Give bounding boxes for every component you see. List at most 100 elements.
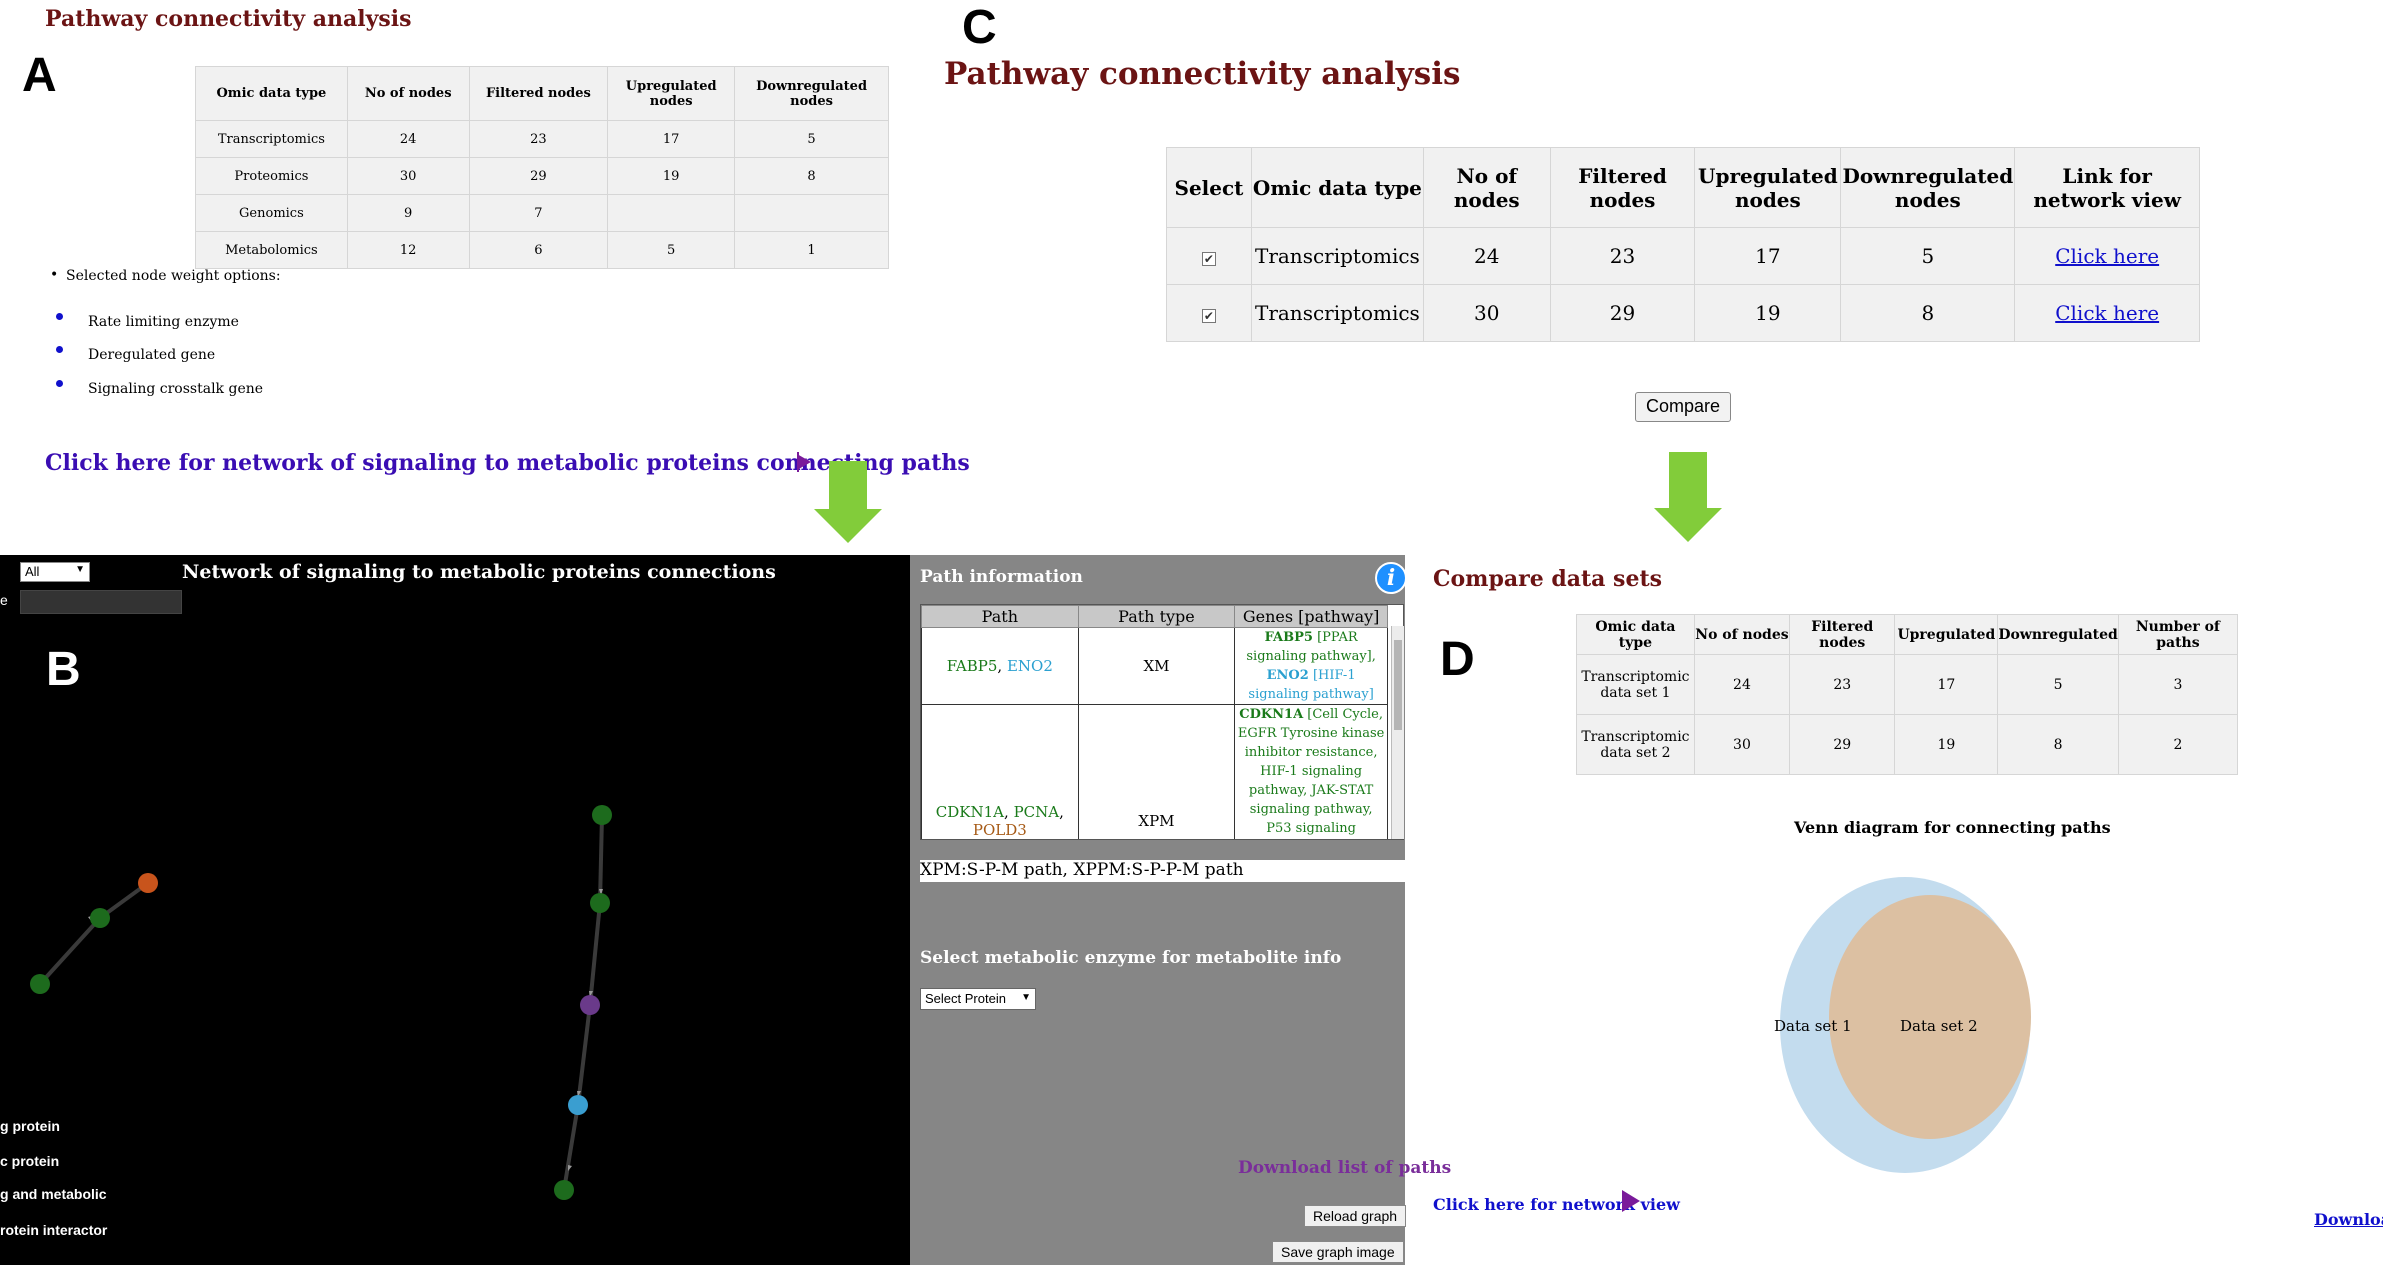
cell: 29 [1549, 284, 1696, 342]
network-graph-svg [30, 805, 612, 1200]
select-enzyme-label: Select metabolic enzyme for metabolite i… [920, 948, 1342, 968]
down-arrow-head-icon [814, 509, 882, 543]
path-type-cell: XM [1077, 627, 1236, 705]
reload-graph-button[interactable]: Reload graph [1304, 1205, 1407, 1227]
download-paths-link[interactable]: Download list of paths [1238, 1158, 1452, 1178]
cell: Metabolomics [195, 231, 348, 269]
panel-letter-d: D [1440, 633, 1475, 686]
col-header: Filtered nodes [468, 66, 609, 121]
gene-name: POLD3 [972, 820, 1027, 839]
node-filter-select[interactable]: All ▼ [20, 562, 90, 582]
cell: Genomics [195, 194, 348, 232]
cell: 19 [607, 157, 736, 195]
table-row[interactable]: FABP5, ENO2 XM FABP5 [PPAR signaling pat… [921, 627, 1388, 705]
cell [734, 194, 889, 232]
search-label: e [0, 592, 8, 608]
gene-name: CDKN1A [1239, 707, 1304, 722]
cell: 24 [1693, 654, 1791, 715]
col-header: Path type [1077, 605, 1236, 628]
graph-edge [598, 814, 604, 904]
network-graph-canvas[interactable] [0, 555, 910, 1265]
venn-label-set-1: Data set 1 [1774, 1017, 1852, 1035]
cell: 9 [346, 194, 470, 232]
path-table: Path Path type Genes [pathway] FABP5, EN… [921, 605, 1388, 839]
col-header: Downregulated nodes [734, 66, 889, 121]
signaling-metabolic-network-link[interactable]: Click here for network of signaling to m… [45, 450, 970, 476]
graph-node[interactable] [90, 908, 110, 928]
graph-node[interactable] [554, 1180, 574, 1200]
graph-edge-arrow-icon [599, 889, 603, 895]
info-icon[interactable]: i [1375, 562, 1407, 594]
path-info-title: Path information [920, 567, 1083, 587]
col-header: No of nodes [1693, 614, 1791, 655]
flag-icon[interactable] [797, 454, 811, 470]
venn-diagram [1780, 877, 2031, 1173]
cell: 8 [1840, 284, 2016, 342]
col-header: Number of paths [2117, 614, 2239, 655]
gene-name: FABP5 [946, 657, 998, 675]
cell: 2 [2117, 714, 2239, 775]
cell: Transcriptomics [1250, 227, 1424, 285]
play-icon[interactable] [1622, 1190, 1640, 1212]
col-header: No of nodes [1422, 147, 1551, 228]
graph-edge [576, 1004, 592, 1106]
row-checkbox[interactable]: ✔ [1201, 309, 1216, 323]
panel-c-title: Pathway connectivity analysis [944, 56, 1461, 92]
gene-name: FABP5 [1264, 630, 1313, 645]
cell: 17 [1694, 227, 1842, 285]
cell: 17 [1894, 654, 1999, 715]
col-header: Genes [pathway] [1234, 605, 1388, 628]
table-row: ✔ Transcriptomics 30 29 19 8 Click here [1166, 284, 2200, 342]
option-item: Signaling crosstalk gene [88, 381, 264, 397]
bullet-icon [56, 380, 63, 387]
down-arrow-icon [829, 461, 867, 509]
table-row: Proteomics 30 29 19 8 [195, 157, 889, 195]
scrollbar-thumb[interactable] [1394, 640, 1402, 730]
compare-button[interactable]: Compare [1635, 392, 1731, 422]
cell: 19 [1894, 714, 1999, 775]
legend-item: rotein interactor [0, 1222, 108, 1238]
graph-node[interactable] [580, 995, 600, 1015]
graph-node[interactable] [568, 1095, 588, 1115]
graph-node[interactable] [30, 974, 50, 994]
cell: 6 [468, 231, 609, 269]
network-view-link[interactable]: Click here [2055, 244, 2160, 268]
table-row: Transcriptomic data set 1 24 23 17 5 3 [1576, 654, 2239, 715]
network-view-link[interactable]: Click here [2055, 301, 2160, 325]
path-table-scrollbar[interactable] [1391, 626, 1404, 839]
cell: Proteomics [195, 157, 348, 195]
graph-edge [562, 1104, 580, 1191]
node-weight-options-heading: Selected node weight options: [50, 267, 281, 284]
cell: 30 [1693, 714, 1791, 775]
col-header: Downregulated [1997, 614, 2119, 655]
panel-d-compare-table: Omic data type No of nodes Filtered node… [1576, 614, 2239, 775]
table-row: ✔ Transcriptomics 24 23 17 5 Click here [1166, 227, 2200, 285]
col-header: Omic data type [1576, 614, 1695, 655]
table-row[interactable]: CDKN1A, PCNA, POLD3 XPM CDKN1A [Cell Cyc… [921, 704, 1388, 839]
graph-search-input[interactable] [20, 590, 182, 614]
col-header: No of nodes [346, 66, 470, 121]
panel-letter-c: C [962, 1, 997, 54]
cell: 29 [1789, 714, 1896, 775]
cell: 24 [1422, 227, 1551, 285]
graph-node[interactable] [138, 873, 158, 893]
path-table-container[interactable]: Path Path type Genes [pathway] FABP5, EN… [920, 604, 1404, 840]
option-item: Deregulated gene [88, 347, 216, 363]
graph-edge [588, 902, 602, 1006]
cell: Transcriptomics [195, 120, 348, 158]
graph-node[interactable] [592, 805, 612, 825]
separator: , [997, 657, 1007, 675]
download-link[interactable]: Download [2314, 1210, 2383, 1229]
select-protein-dropdown[interactable]: Select Protein ▼ [920, 988, 1036, 1010]
graph-node[interactable] [590, 893, 610, 913]
row-checkbox[interactable]: ✔ [1201, 252, 1216, 266]
venn-set-2 [1829, 895, 2031, 1139]
network-view-link[interactable]: Click here for network view [1433, 1195, 1680, 1214]
gene-name: PCNA [1013, 802, 1060, 821]
legend-item: g protein [0, 1118, 60, 1134]
col-header: Select [1166, 147, 1252, 228]
panel-a-omics-table: Omic data type No of nodes Filtered node… [195, 66, 889, 269]
cell: 5 [734, 120, 889, 158]
save-graph-image-button[interactable]: Save graph image [1272, 1241, 1404, 1263]
venn-label-set-2: Data set 2 [1900, 1017, 1978, 1035]
